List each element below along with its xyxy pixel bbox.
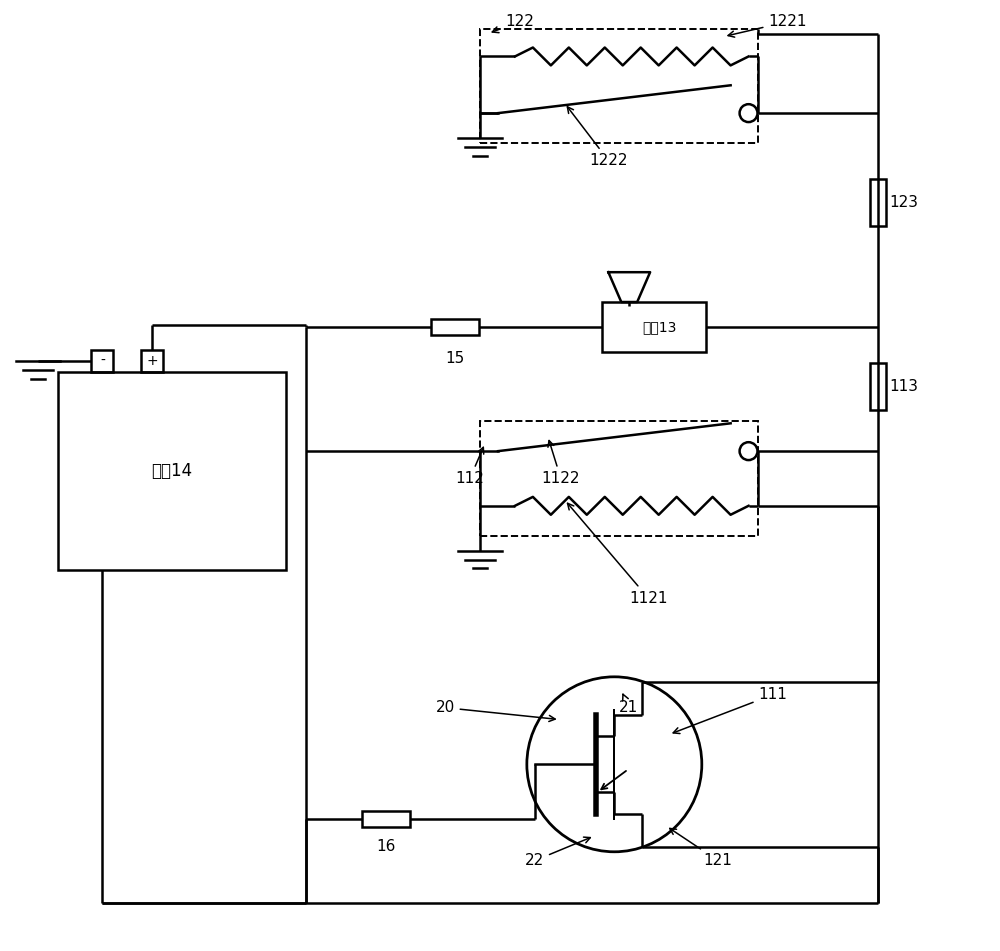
Text: 1222: 1222 xyxy=(567,107,628,168)
Text: 22: 22 xyxy=(525,837,590,868)
Bar xyxy=(870,179,886,226)
Text: 112: 112 xyxy=(455,447,484,487)
Text: 1121: 1121 xyxy=(568,503,668,606)
Bar xyxy=(362,811,410,827)
Bar xyxy=(480,29,758,143)
Text: 111: 111 xyxy=(673,688,787,733)
Bar xyxy=(480,421,758,535)
Text: 1122: 1122 xyxy=(542,440,580,487)
Text: 1221: 1221 xyxy=(728,14,807,37)
Bar xyxy=(91,350,113,372)
Text: 20: 20 xyxy=(435,700,555,722)
Text: -: - xyxy=(100,354,105,368)
Text: 122: 122 xyxy=(492,14,534,32)
Text: 121: 121 xyxy=(670,828,733,868)
Text: 21: 21 xyxy=(619,694,639,715)
Bar xyxy=(141,350,163,372)
Text: 喇叭13: 喇叭13 xyxy=(642,320,676,334)
Bar xyxy=(602,302,706,352)
Text: 16: 16 xyxy=(376,840,395,854)
Text: 电源14: 电源14 xyxy=(151,462,192,480)
Polygon shape xyxy=(608,272,650,302)
Text: 123: 123 xyxy=(890,195,919,210)
Text: +: + xyxy=(146,354,158,368)
Bar xyxy=(431,319,479,335)
Text: 113: 113 xyxy=(890,379,919,394)
Bar xyxy=(870,362,886,411)
Bar xyxy=(58,372,286,571)
Text: 15: 15 xyxy=(446,351,465,366)
